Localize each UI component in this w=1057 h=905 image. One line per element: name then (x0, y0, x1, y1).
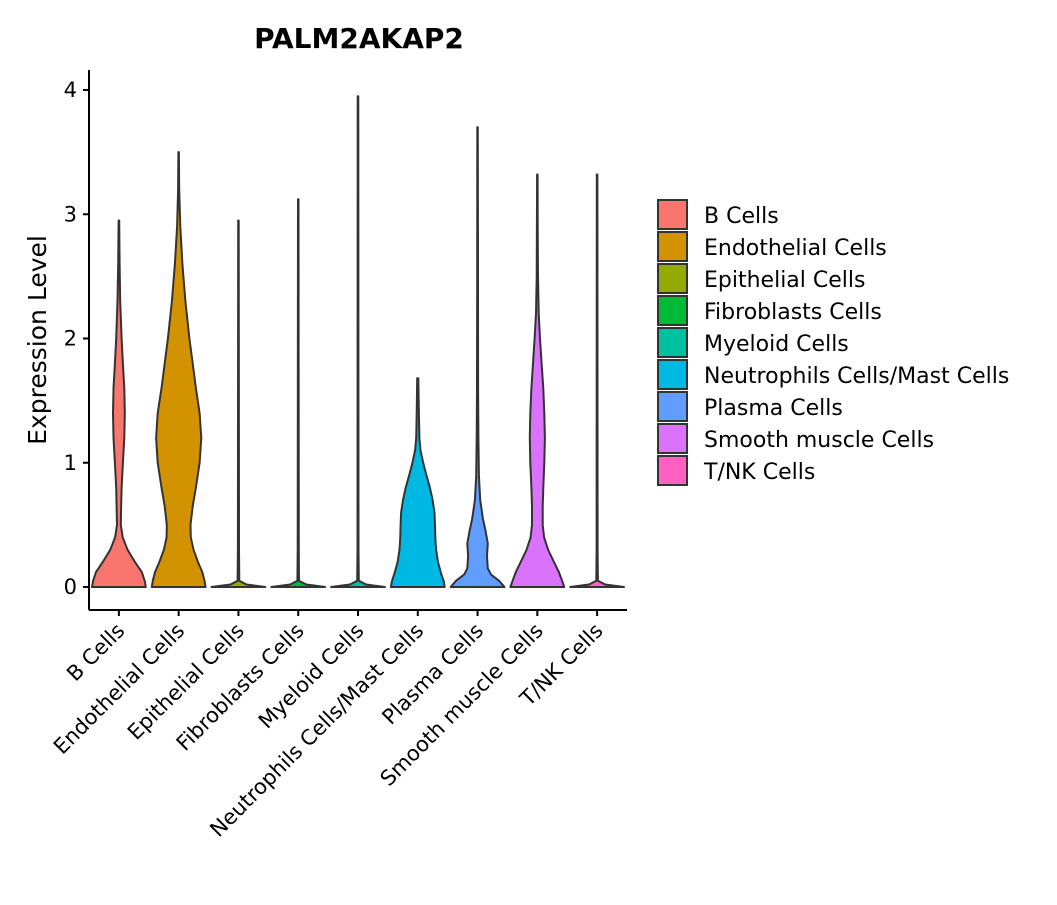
legend-key (657, 231, 688, 262)
legend-key (657, 199, 688, 230)
violin-plasma-cells (449, 126, 506, 588)
legend-label: T/NK Cells (703, 460, 815, 485)
y-tick-label: 1 (64, 451, 77, 475)
violin-endothelial-cells (150, 151, 207, 588)
y-tick-label: 3 (64, 202, 77, 226)
legend-key (657, 359, 688, 390)
legend: B Cells Endothelial Cells Epithelial Cells… (657, 199, 1009, 486)
legend-key (657, 423, 688, 454)
legend-key (657, 327, 688, 358)
violin-epithelial-cells (210, 219, 267, 588)
legend-key (657, 455, 688, 486)
y-tick-label: 4 (64, 78, 77, 102)
legend-label: Smooth muscle Cells (704, 428, 934, 453)
violin-smooth-muscle-cells (509, 173, 566, 588)
legend-label: B Cells (704, 204, 779, 229)
legend-key (657, 263, 688, 294)
chart-title: PALM2AKAP2 (254, 22, 464, 55)
x-tick-label: Myeloid Cells (254, 619, 369, 734)
legend-label: Endothelial Cells (704, 236, 887, 261)
legend-label: Plasma Cells (704, 396, 843, 421)
legend-key (657, 391, 688, 422)
legend-label: Myeloid Cells (704, 332, 849, 357)
legend-label: Fibroblasts Cells (704, 300, 882, 325)
legend-label: Neutrophils Cells/Mast Cells (704, 364, 1009, 389)
violin-fibroblasts-cells (270, 198, 327, 588)
violin-t-nk-cells (569, 173, 625, 588)
y-axis-title: Expression Level (23, 235, 52, 445)
violin-myeloid-cells (330, 95, 386, 588)
violin-b-cells (91, 219, 147, 588)
legend-label: Epithelial Cells (704, 268, 865, 293)
y-tick-label: 0 (64, 575, 77, 599)
y-tick-label: 2 (64, 327, 77, 351)
legend-key (657, 295, 688, 326)
plot-area (91, 95, 625, 588)
violin-neutrophils-cells-mast-cells (389, 377, 446, 588)
